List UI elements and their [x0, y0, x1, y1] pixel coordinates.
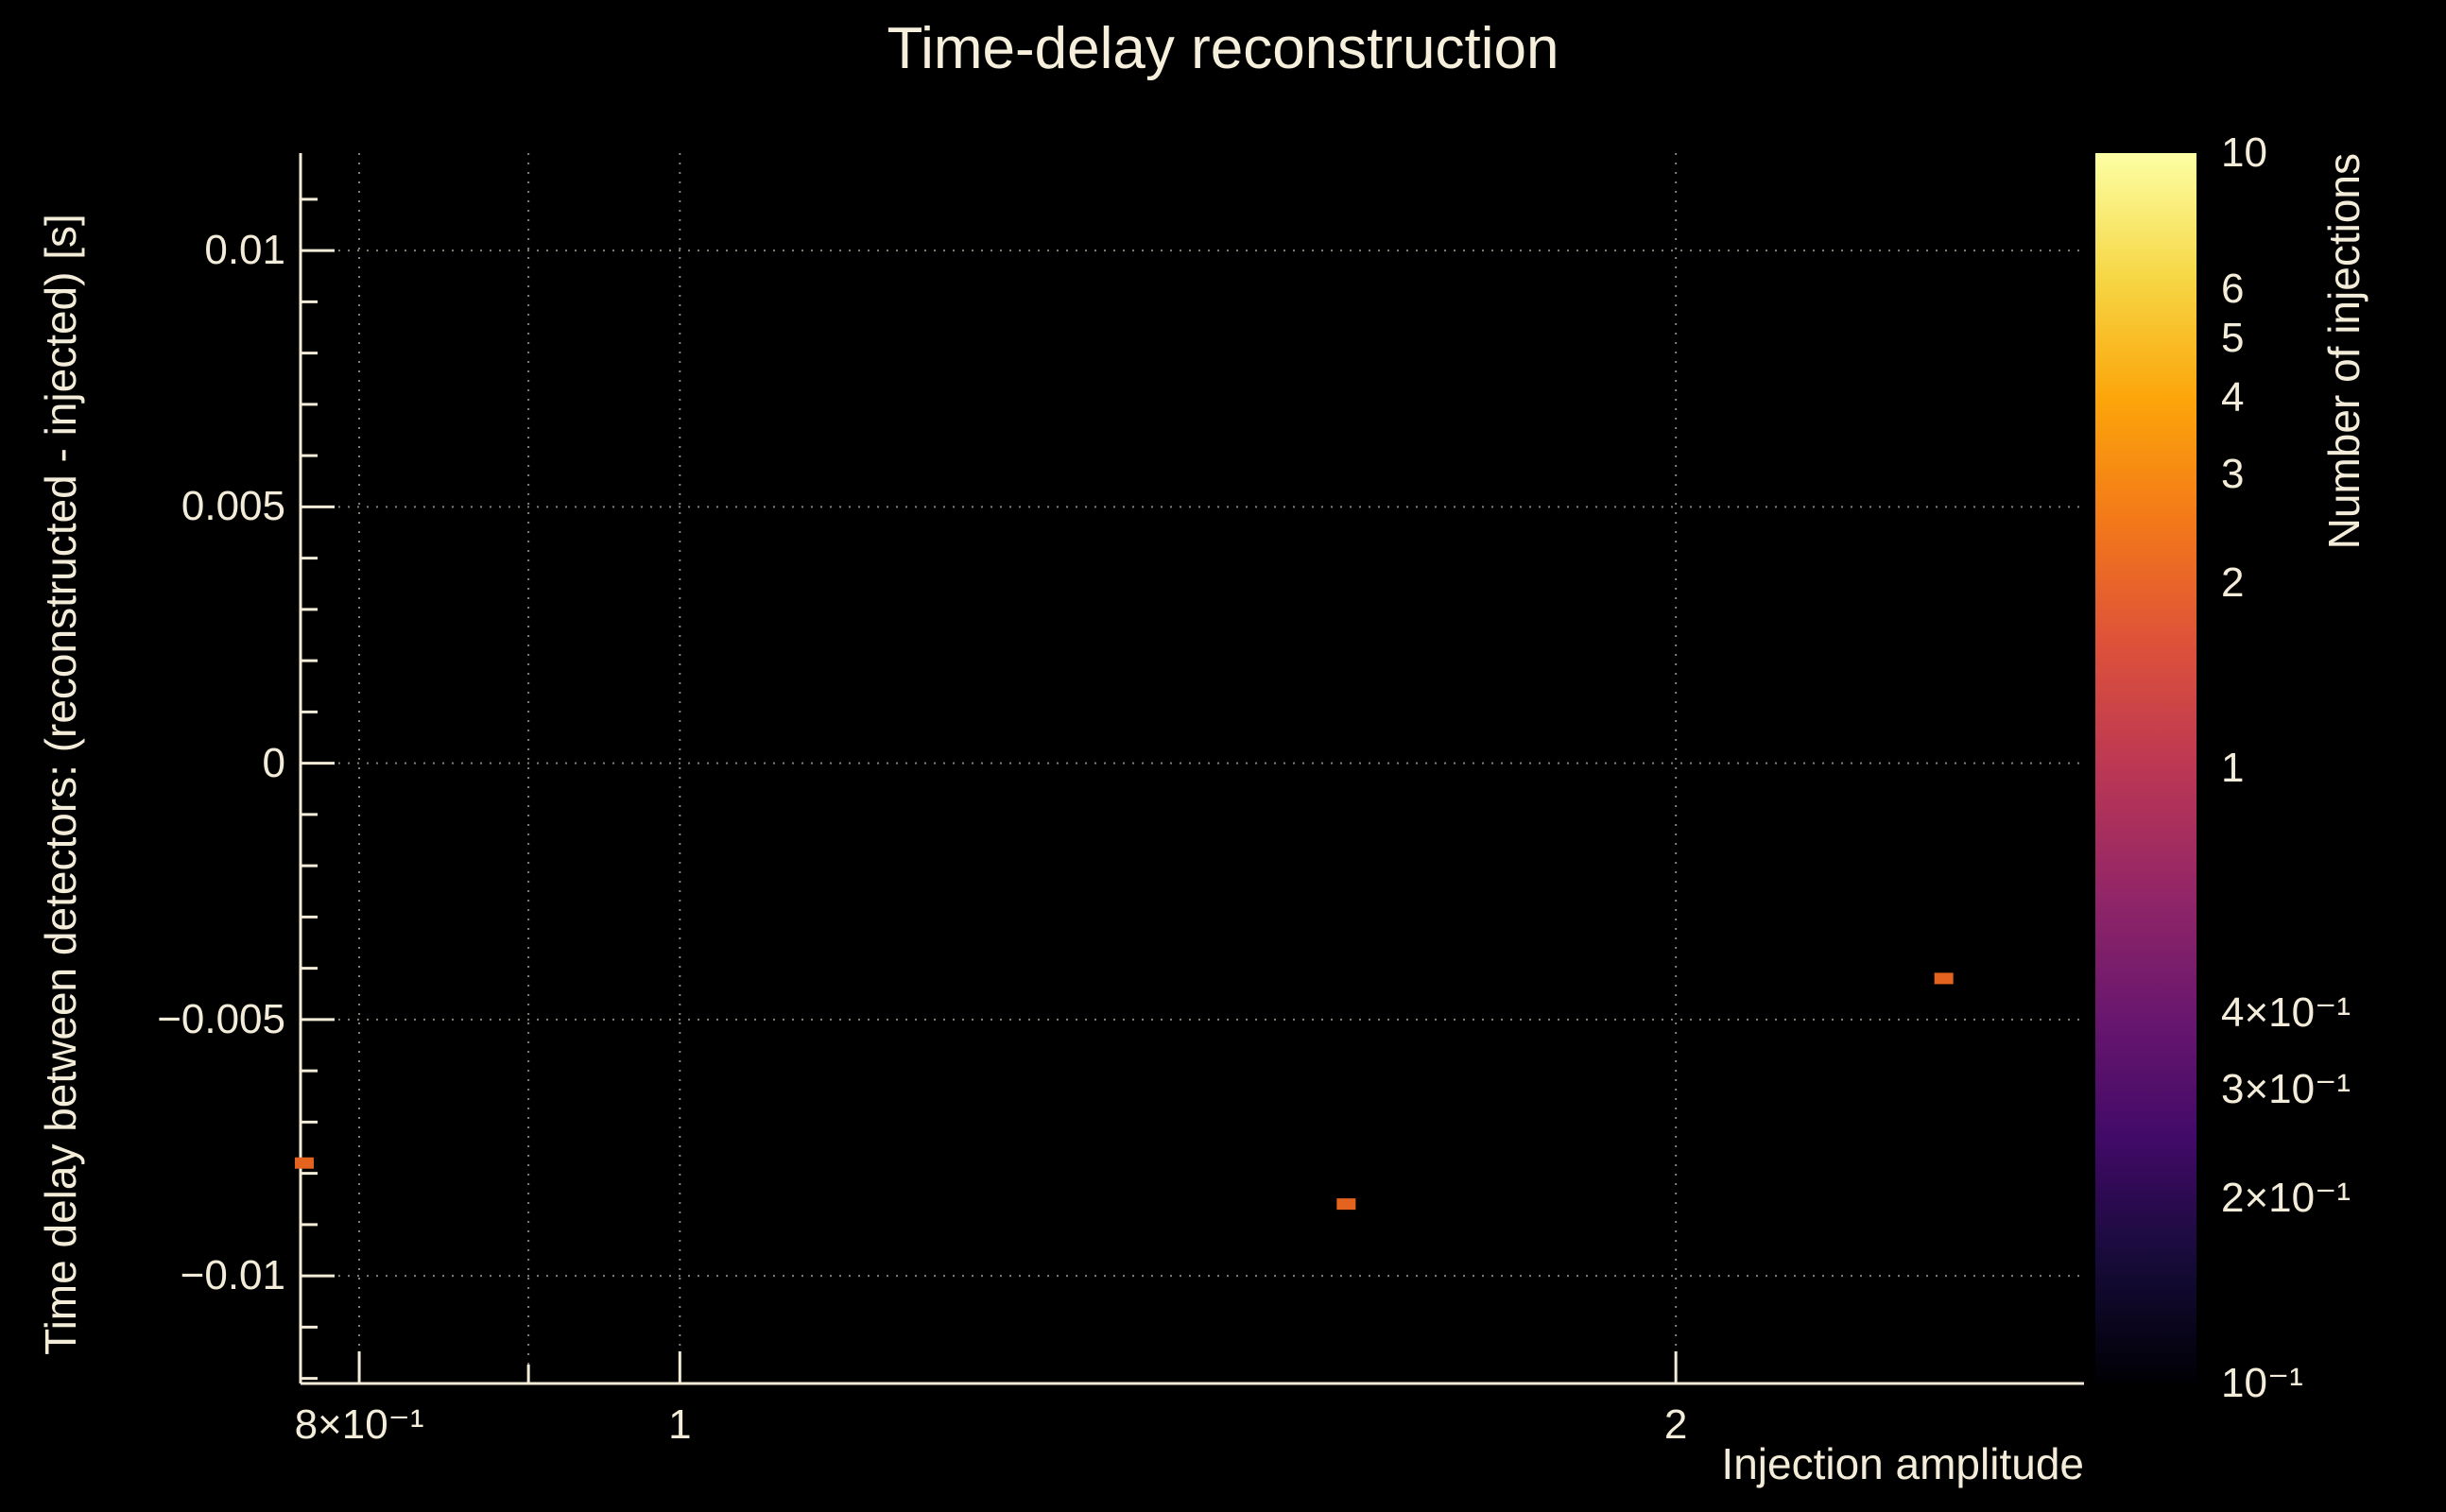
colorbar-tick-label: 10⁻¹ [2221, 1360, 2303, 1406]
data-point [1336, 1198, 1356, 1211]
colorbar-gradient [2095, 153, 2196, 1383]
colorbar-title: Number of injections [2319, 153, 2368, 550]
y-tick-label: 0 [262, 739, 285, 786]
data-point [1934, 972, 1954, 985]
y-tick-label: 0.005 [181, 483, 285, 530]
colorbar-tick-label: 10 [2221, 129, 2267, 176]
colorbar-tick-label: 4×10⁻¹ [2221, 989, 2351, 1037]
y-tick-label: −0.01 [180, 1252, 285, 1299]
colorbar-tick-label: 3×10⁻¹ [2221, 1066, 2351, 1113]
x-tick-label: 1 [668, 1401, 692, 1448]
colorbar-tick-label: 5 [2221, 314, 2245, 361]
x-tick-label: 2 [1663, 1401, 1688, 1448]
y-tick-label: −0.005 [157, 995, 285, 1042]
colorbar-tick-label: 4 [2221, 374, 2245, 421]
colorbar-tick-label: 2 [2221, 559, 2245, 607]
data-point [294, 1157, 314, 1169]
x-axis-title: Injection amplitude [1721, 1439, 2084, 1488]
y-tick-label: 0.01 [204, 227, 285, 274]
colorbar-tick-label: 1 [2221, 745, 2245, 791]
chart-title: Time-delay reconstruction [887, 16, 1559, 81]
colorbar-tick-label: 3 [2221, 451, 2245, 498]
x-tick-label: 8×10⁻¹ [294, 1401, 424, 1448]
colorbar-tick-label: 6 [2221, 266, 2245, 313]
colorbar-tick-label: 2×10⁻¹ [2221, 1175, 2351, 1222]
